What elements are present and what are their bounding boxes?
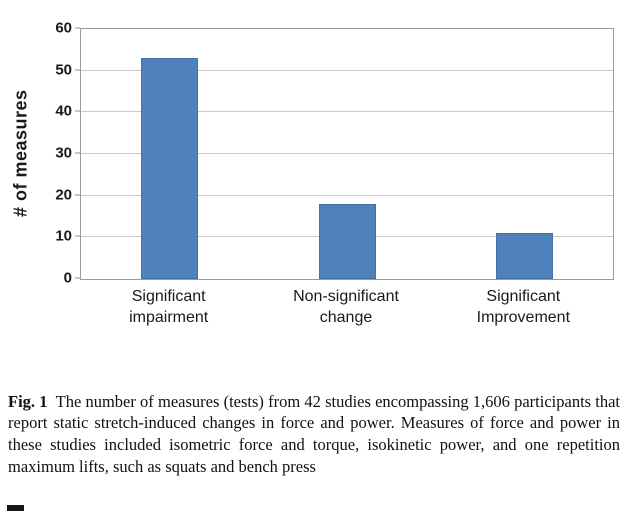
category-label-2: Non-significant change bbox=[293, 288, 399, 326]
y-tick-mark bbox=[75, 194, 80, 196]
figure-caption-label: Fig. 1 bbox=[8, 391, 48, 411]
y-tick-marks bbox=[75, 27, 80, 279]
gridline bbox=[81, 111, 613, 113]
y-tick-labels: 0 10 20 30 40 50 60 bbox=[40, 21, 72, 286]
y-tick-mark bbox=[75, 27, 80, 29]
plot-area bbox=[80, 28, 614, 280]
category-label-1: Significant impairment bbox=[129, 288, 209, 326]
bar-chart: # of measures 0 10 20 30 40 50 60 Significant … bbox=[10, 21, 614, 347]
y-tick-label: 10 bbox=[55, 227, 72, 245]
y-tick-label: 60 bbox=[55, 19, 72, 37]
y-tick-mark bbox=[75, 110, 80, 112]
y-tick-mark bbox=[75, 69, 80, 71]
page-crop-mark bbox=[7, 505, 24, 511]
figure-caption: Fig. 1 The number of measures (tests) fr… bbox=[8, 391, 620, 479]
y-axis-title: # of measures bbox=[10, 89, 31, 217]
y-tick-label: 0 bbox=[63, 269, 72, 287]
y-tick-label: 20 bbox=[55, 186, 72, 204]
y-tick-mark bbox=[75, 235, 80, 237]
bar-2 bbox=[318, 204, 376, 279]
category-label-3: Significant Improvement bbox=[476, 288, 571, 326]
y-tick-label: 40 bbox=[55, 102, 72, 120]
bar-3 bbox=[495, 233, 553, 279]
y-tick-mark bbox=[75, 152, 80, 154]
y-tick-mark bbox=[75, 277, 80, 279]
y-tick-label: 30 bbox=[55, 144, 72, 162]
figure-caption-text: The number of measures (tests) from 42 s… bbox=[8, 391, 621, 477]
gridline bbox=[81, 194, 613, 196]
bar-1 bbox=[141, 58, 199, 279]
x-category-labels: Significant impairment Non-significant ch… bbox=[80, 287, 612, 347]
gridline bbox=[81, 69, 613, 71]
gridline bbox=[81, 153, 613, 154]
y-tick-label: 50 bbox=[55, 61, 72, 79]
